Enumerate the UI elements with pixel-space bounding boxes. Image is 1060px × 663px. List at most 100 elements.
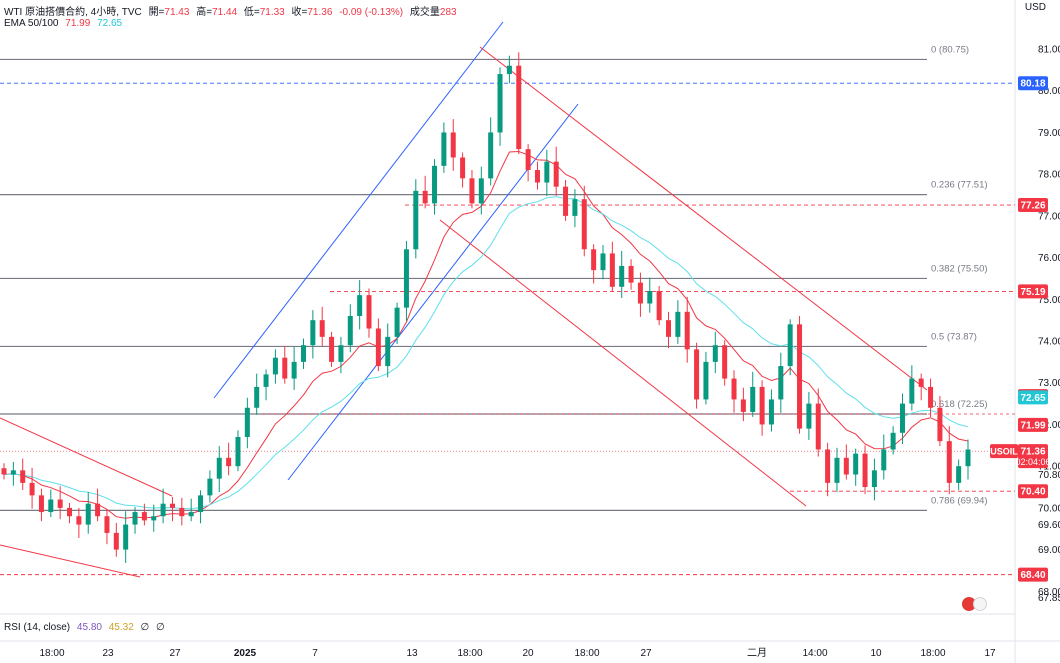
candle-body bbox=[226, 457, 232, 467]
symbol-tag-bg bbox=[990, 444, 1018, 459]
rsi-legend[interactable]: RSI (14, close) 45.80 45.32 ∅ ∅ bbox=[4, 622, 169, 633]
candle-body bbox=[768, 399, 774, 425]
time-tick-label: 18:00 bbox=[920, 648, 945, 659]
candle-body bbox=[843, 457, 849, 475]
open-label: 開= bbox=[148, 7, 165, 18]
rsi-extra-1: ∅ bbox=[140, 622, 150, 633]
candle-body bbox=[460, 157, 466, 179]
price-tag: 77.26 bbox=[1020, 201, 1045, 212]
candle-body bbox=[310, 320, 316, 346]
candle-body bbox=[319, 320, 325, 337]
channel-line bbox=[213, 21, 504, 399]
candle-body bbox=[422, 190, 428, 204]
candle-body bbox=[834, 457, 840, 483]
channel-line bbox=[0, 417, 173, 497]
candle-body bbox=[656, 290, 662, 321]
candle-body bbox=[909, 378, 915, 404]
price-tag-bg bbox=[1018, 567, 1048, 582]
candle-body bbox=[965, 449, 971, 467]
fib-label: 0 (80.75) bbox=[931, 44, 969, 55]
candle-body bbox=[825, 449, 831, 483]
candle-body bbox=[160, 503, 166, 517]
candle-body bbox=[918, 378, 924, 387]
candle-body bbox=[637, 282, 643, 304]
time-tick-label: 17 bbox=[984, 648, 996, 659]
candle-body bbox=[179, 507, 185, 517]
candle-body bbox=[488, 132, 494, 179]
candle-body bbox=[609, 253, 615, 287]
time-tick-label: 10 bbox=[870, 648, 882, 659]
candle-body bbox=[347, 316, 353, 346]
change-value: -0.09 (-0.13%) bbox=[339, 7, 404, 18]
candle-body bbox=[329, 336, 335, 362]
candle-body bbox=[413, 190, 419, 250]
time-tick-label: 27 bbox=[169, 648, 181, 659]
candle-body bbox=[29, 482, 35, 496]
candle-body bbox=[647, 290, 653, 304]
candle-body bbox=[1, 468, 7, 475]
currency-label[interactable]: USD bbox=[1024, 2, 1046, 13]
flag-icon[interactable] bbox=[973, 597, 987, 611]
candle-body bbox=[235, 436, 241, 467]
alert-icon[interactable] bbox=[962, 597, 976, 611]
price-tag-bg bbox=[1018, 484, 1048, 499]
price-tag: 70.40 bbox=[1020, 487, 1045, 498]
current-price: 71.36 bbox=[1020, 447, 1045, 458]
fib-label: 0.382 (75.50) bbox=[931, 263, 988, 274]
rsi-value: 45.80 bbox=[76, 622, 102, 633]
candle-body bbox=[572, 199, 578, 216]
candle-body bbox=[441, 132, 447, 166]
candle-body bbox=[338, 345, 344, 362]
time-tick-label: 18:00 bbox=[574, 648, 599, 659]
candle-body bbox=[946, 441, 952, 483]
candle-body bbox=[198, 495, 204, 513]
close-label: 收= bbox=[291, 7, 308, 18]
rsi-ma-value: 45.32 bbox=[108, 622, 134, 633]
price-tick-label: 73.00 bbox=[1038, 378, 1060, 389]
time-axis[interactable]: 18:00 23 27 2025 7 13 18:00 20 18:00 27 二月 14:00 10 1… bbox=[39, 647, 996, 659]
candle-body bbox=[151, 516, 157, 521]
time-tick-label: 18:00 bbox=[39, 648, 64, 659]
candle-body bbox=[123, 524, 129, 550]
price-tag: 68.40 bbox=[1020, 570, 1045, 581]
candle-body bbox=[366, 295, 372, 329]
price-tick-label: 68.00 bbox=[1038, 587, 1060, 598]
fib-label: 0.236 (77.51) bbox=[931, 180, 988, 191]
ema-legend[interactable]: EMA 50/100 71.99 72.65 bbox=[4, 18, 126, 29]
candle-body bbox=[188, 512, 194, 517]
candle-body bbox=[497, 74, 503, 133]
ema50-value: 71.99 bbox=[65, 18, 91, 29]
price-axis[interactable]: 81.00 80.00 79.00 78.00 77.00 76.00 75.00 74.00… bbox=[990, 45, 1060, 605]
candle-body bbox=[956, 466, 962, 483]
close-value: 71.36 bbox=[307, 7, 333, 18]
candle-body bbox=[899, 403, 905, 433]
candle-body bbox=[628, 265, 634, 283]
price-tick-label: 67.85 bbox=[1038, 593, 1060, 604]
low-value: 71.33 bbox=[259, 7, 285, 18]
candle-body bbox=[871, 470, 877, 488]
candle-body bbox=[282, 357, 288, 379]
price-tick-label: 69.00 bbox=[1038, 545, 1060, 556]
candle-body bbox=[815, 403, 821, 450]
candle-body bbox=[244, 407, 250, 437]
price-tick-label: 81.00 bbox=[1038, 45, 1060, 56]
price-tick-label: 70.80 bbox=[1038, 470, 1060, 481]
time-tick-label: 27 bbox=[640, 648, 652, 659]
ema-label: EMA 50/100 bbox=[4, 18, 59, 29]
candle-body bbox=[553, 161, 559, 187]
channel-line bbox=[479, 46, 928, 391]
candle-body bbox=[600, 253, 606, 271]
price-tick-label: 69.60 bbox=[1038, 520, 1060, 531]
candle-body bbox=[20, 470, 26, 483]
current-price-bg bbox=[1018, 444, 1048, 469]
candle-body bbox=[300, 345, 306, 362]
price-tag: 71.99 bbox=[1020, 420, 1045, 431]
candle-body bbox=[694, 349, 700, 400]
candle-body bbox=[10, 470, 16, 475]
candle-body bbox=[291, 361, 297, 379]
price-tag-bg bbox=[1018, 198, 1048, 213]
candle-body bbox=[207, 478, 213, 496]
price-tick-label: 80.00 bbox=[1038, 86, 1060, 97]
candle-body bbox=[862, 453, 868, 488]
